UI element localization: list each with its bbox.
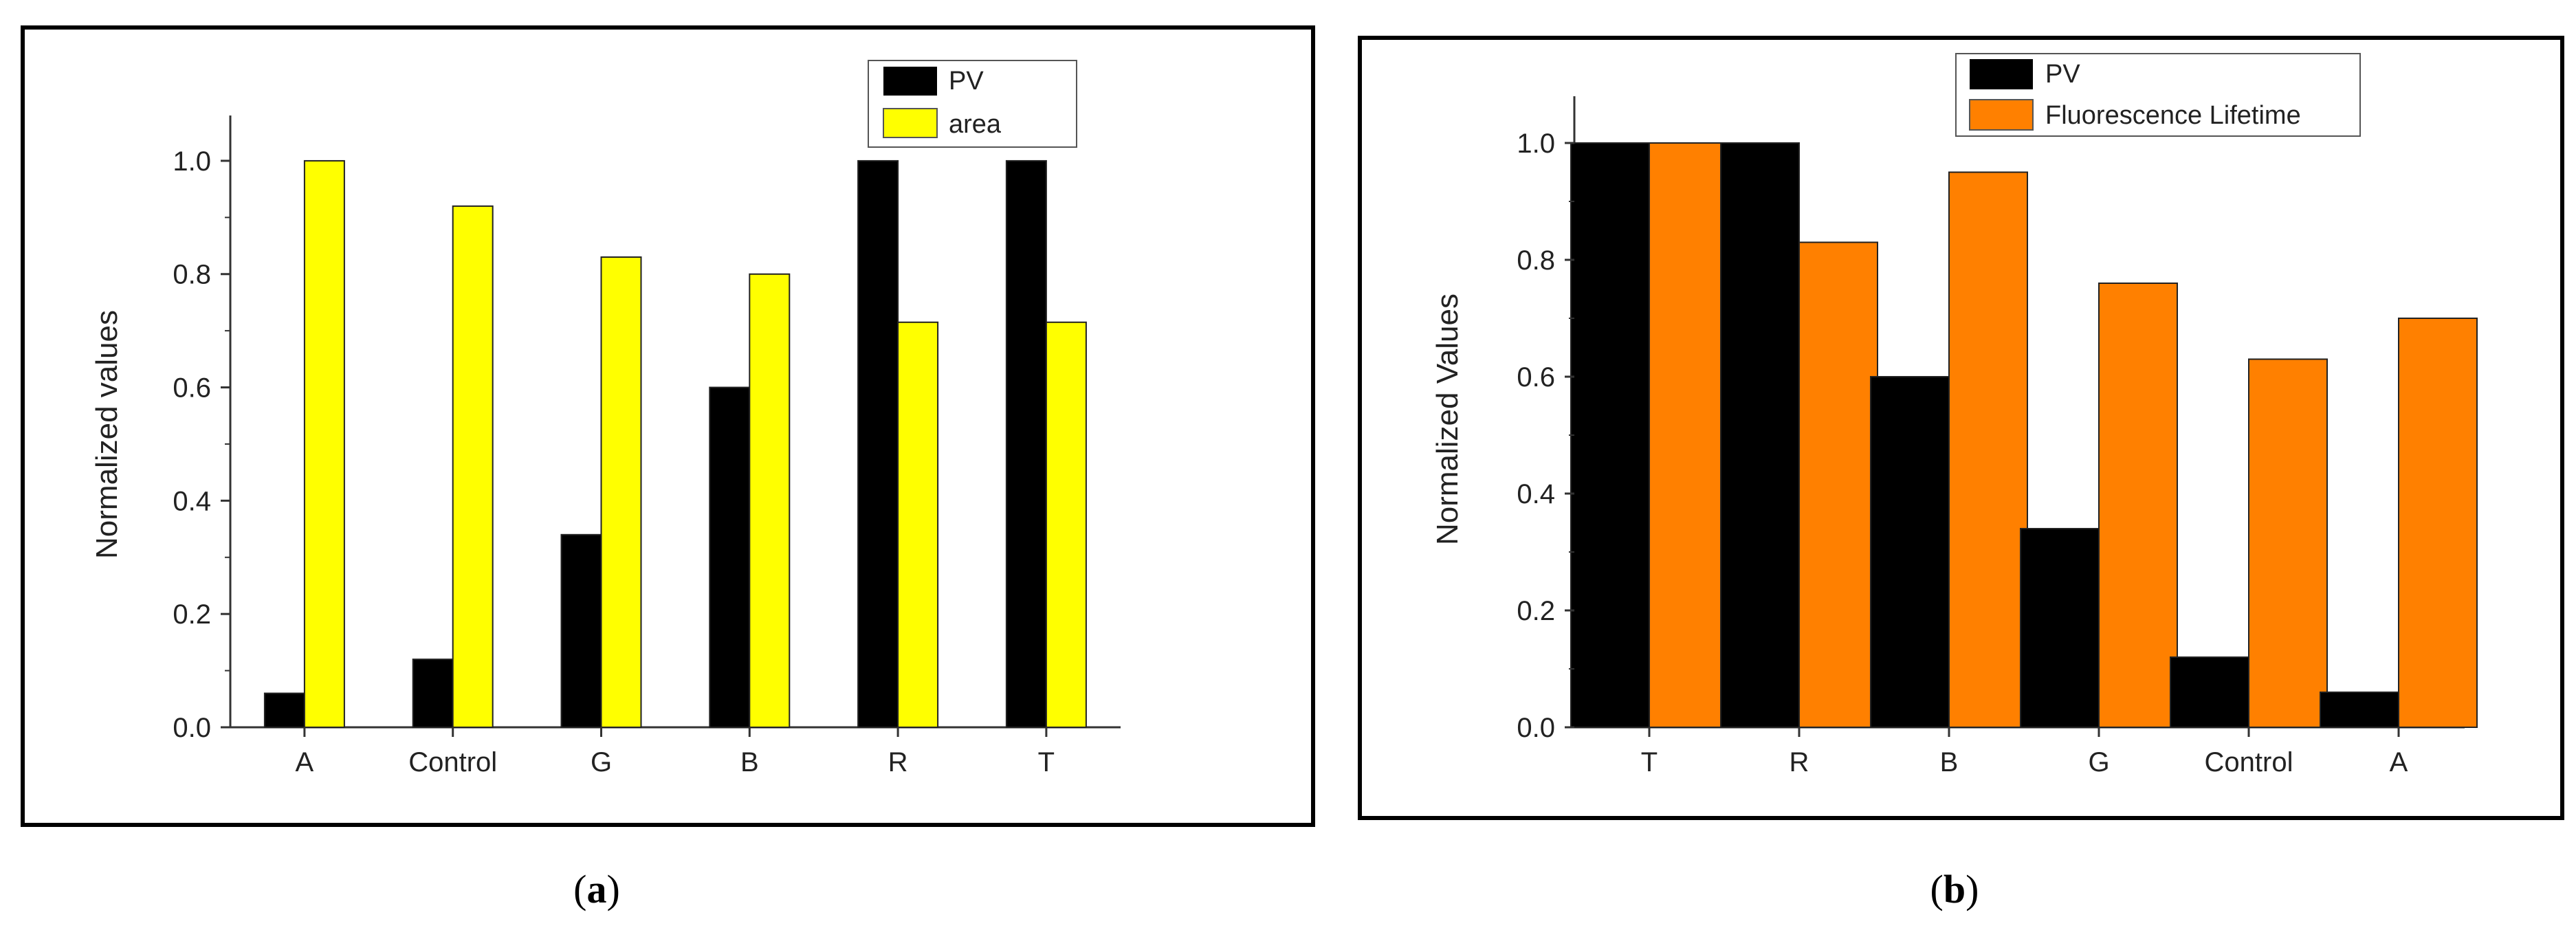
x-tick-label-control: Control bbox=[2205, 747, 2293, 777]
bar-area-a bbox=[303, 159, 345, 729]
panel-a-caption: (a) bbox=[573, 867, 620, 912]
bar-fluorescence-lifetime-control bbox=[2248, 358, 2328, 728]
y-tick-label: 0.4 bbox=[1517, 479, 1555, 509]
panel-a-axes bbox=[229, 115, 1121, 729]
legend-swatch-pv bbox=[883, 67, 937, 96]
y-tick-label: 0.6 bbox=[1517, 362, 1555, 393]
x-tick-label-control: Control bbox=[408, 747, 497, 777]
bar-pv-a bbox=[2320, 692, 2399, 728]
legend-label-fluorescence-lifetime: Fluorescence Lifetime bbox=[2045, 101, 2301, 130]
x-tick-label-a: A bbox=[2390, 747, 2408, 777]
bar-pv-t bbox=[1005, 159, 1047, 729]
bar-pv-r bbox=[1720, 142, 1800, 728]
x-tick-label-g: G bbox=[2088, 747, 2109, 777]
legend-swatch-pv bbox=[1970, 59, 2033, 89]
y-tick-label: 0.0 bbox=[1517, 713, 1555, 743]
x-tick-label-b: B bbox=[1940, 747, 1959, 777]
bar-area-b bbox=[749, 273, 791, 729]
y-axis-label: Normalized Values bbox=[1431, 294, 1464, 545]
bar-area-r bbox=[897, 321, 939, 728]
legend-swatch-area bbox=[883, 108, 938, 138]
x-tick-label-b: B bbox=[740, 747, 759, 777]
panel-b-ticks: 0.0 0.2 0.4 0.6 0.8 1.0 T R B G Control A bbox=[1517, 129, 2408, 777]
panel-a-frame bbox=[21, 25, 1315, 827]
bar-pv-control bbox=[412, 659, 454, 728]
panel-b-caption-letter: b bbox=[1944, 867, 1966, 912]
x-tick-label-r: R bbox=[888, 747, 908, 777]
x-tick-label-g: G bbox=[591, 747, 612, 777]
y-tick-label: 0.2 bbox=[173, 599, 211, 630]
y-tick-label: 0.4 bbox=[173, 486, 211, 516]
y-tick-label: 1.0 bbox=[173, 146, 211, 177]
bar-area-t bbox=[1045, 321, 1087, 728]
bar-pv-b bbox=[709, 386, 751, 728]
legend-label-pv: PV bbox=[949, 67, 984, 96]
bar-pv-g bbox=[2020, 528, 2100, 728]
panel-b-frame bbox=[1358, 36, 2564, 820]
y-tick-label: 1.0 bbox=[1517, 129, 1555, 159]
x-tick-label-a: A bbox=[296, 747, 314, 777]
y-tick-label: 0.2 bbox=[1517, 596, 1555, 626]
y-tick-label: 0.8 bbox=[1517, 245, 1555, 276]
y-tick-label: 0.6 bbox=[173, 373, 211, 404]
legend-label-pv: PV bbox=[2045, 60, 2080, 89]
y-axis-label: Normalized values bbox=[90, 310, 124, 559]
bar-area-control bbox=[452, 205, 494, 728]
bar-pv-t bbox=[1570, 142, 1650, 728]
bar-fluorescence-lifetime-g bbox=[2098, 283, 2178, 728]
bar-fluorescence-lifetime-b bbox=[1948, 171, 2028, 728]
bar-area-g bbox=[600, 256, 642, 729]
bar-pv-a bbox=[263, 692, 305, 728]
bar-pv-b bbox=[1870, 376, 1950, 728]
bar-fluorescence-lifetime-t bbox=[1649, 142, 1728, 728]
panel-b: 0.0 0.2 0.4 0.6 0.8 1.0 T R B G Control A PV Fluore… bbox=[1358, 36, 2564, 912]
bar-fluorescence-lifetime-r bbox=[1798, 241, 1878, 728]
bar-pv-control bbox=[2170, 656, 2249, 728]
x-tick-label-r: R bbox=[1790, 747, 1809, 777]
y-tick-label: 0.8 bbox=[173, 260, 211, 290]
bar-fluorescence-lifetime-a bbox=[2398, 318, 2478, 728]
panel-a-bars bbox=[263, 159, 1087, 729]
panel-a: 0.0 0.2 0.4 0.6 0.8 1.0 A Control G B R T PV area N… bbox=[21, 25, 1315, 912]
legend-label-area: area bbox=[949, 110, 1002, 139]
bar-pv-g bbox=[560, 533, 602, 728]
y-tick-label: 0.0 bbox=[173, 713, 211, 743]
legend-swatch-fluorescence-lifetime bbox=[1969, 99, 2034, 131]
x-tick-label-t: T bbox=[1038, 747, 1055, 777]
panel-b-caption: (b) bbox=[1930, 867, 1979, 912]
bar-pv-r bbox=[857, 159, 899, 729]
panel-b-legend: PV Fluorescence Lifetime bbox=[1955, 53, 2361, 137]
x-tick-label-t: T bbox=[1641, 747, 1658, 777]
panel-a-legend: PV area bbox=[868, 60, 1077, 148]
panel-a-caption-letter: a bbox=[587, 867, 607, 912]
panel-b-bars bbox=[1570, 142, 2478, 728]
panel-a-ticks: 0.0 0.2 0.4 0.6 0.8 1.0 A Control G B R T bbox=[173, 146, 1055, 777]
